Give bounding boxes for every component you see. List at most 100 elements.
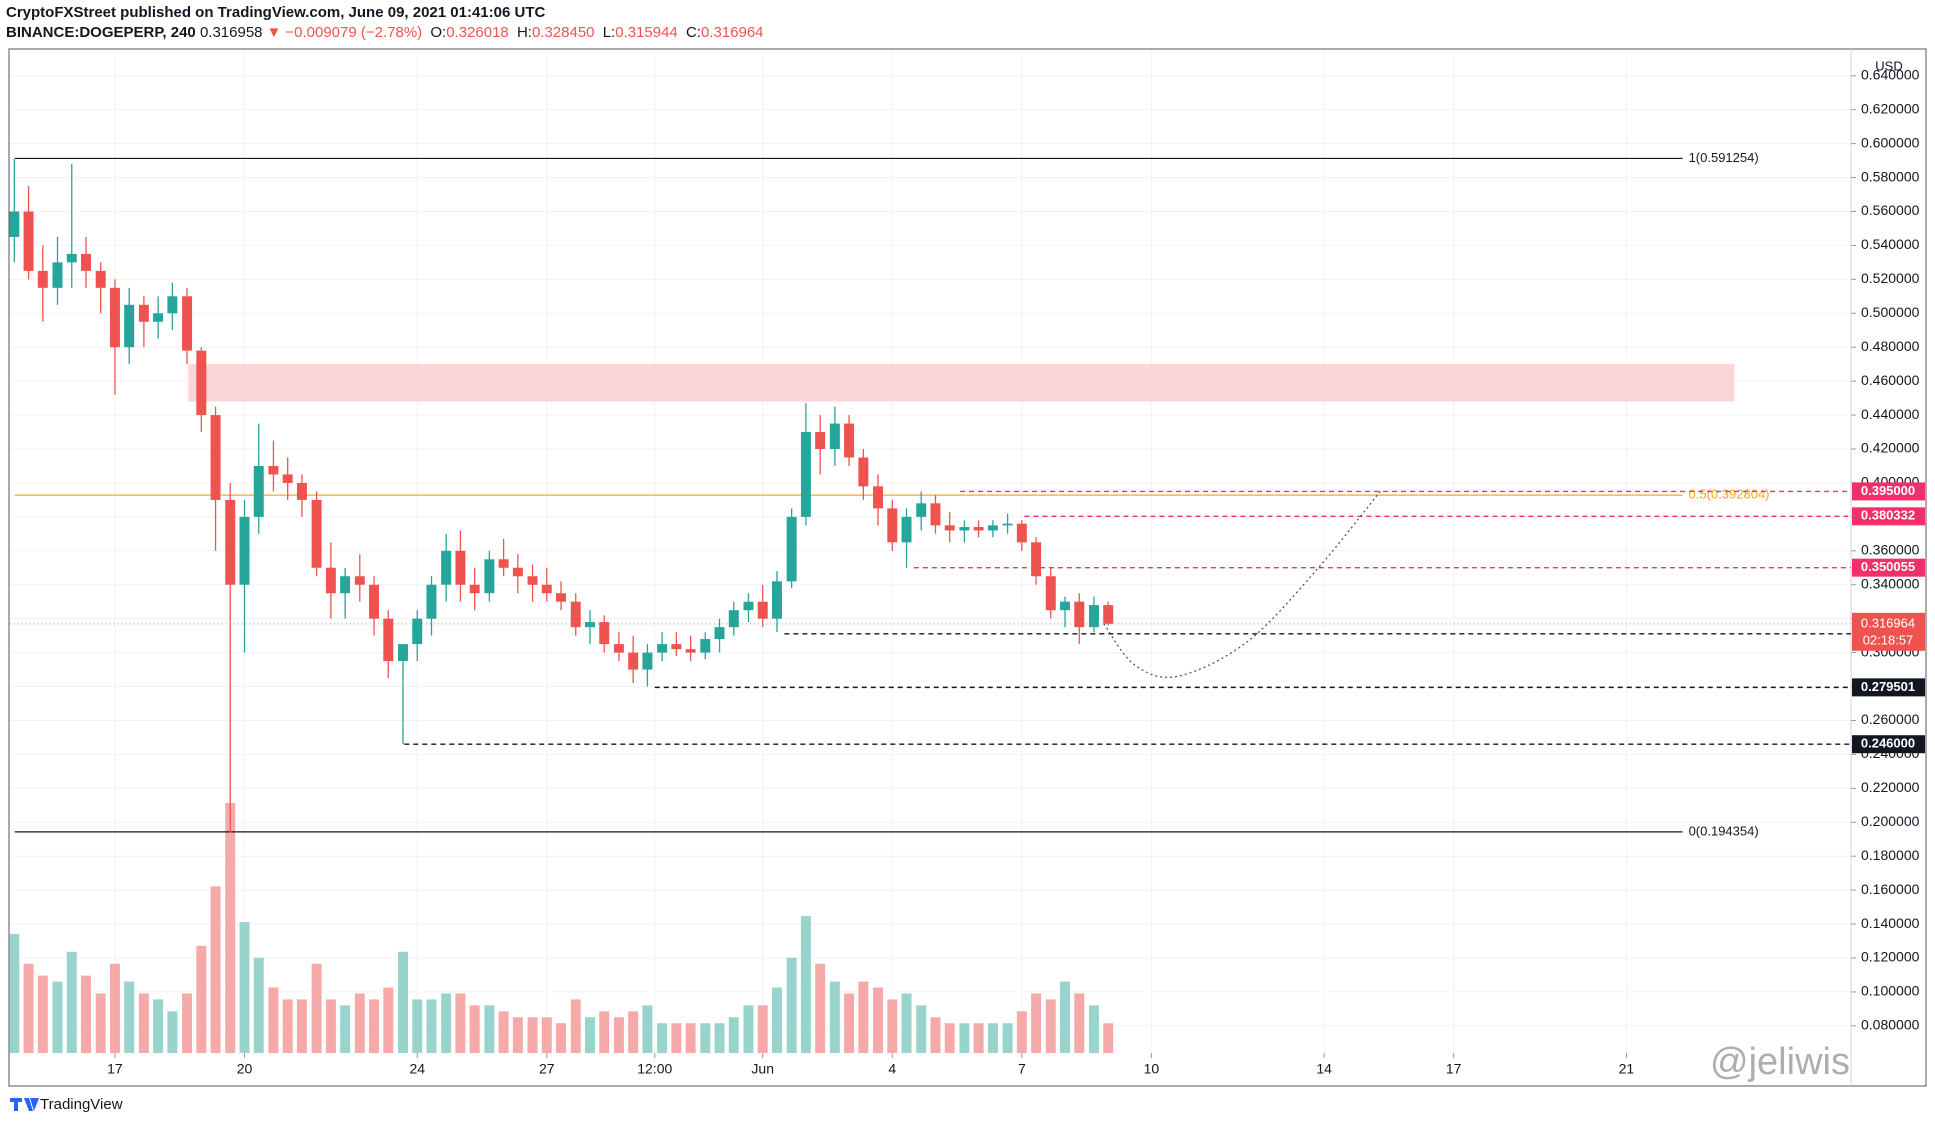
volume-bar — [987, 1023, 998, 1053]
candle-body — [987, 525, 998, 531]
candle-body — [124, 304, 135, 348]
y-tick-label: 0.520000 — [1861, 270, 1920, 286]
volume-bar — [196, 945, 207, 1053]
level-tag — [1852, 558, 1925, 577]
volume-bar — [757, 1005, 768, 1053]
y-tick-label: 0.580000 — [1861, 168, 1920, 184]
candle-body — [1002, 523, 1013, 526]
candle-body — [37, 270, 48, 288]
candle-body — [81, 253, 91, 271]
volume-bar — [613, 1017, 624, 1053]
y-tick-label: 0.640000 — [1861, 66, 1920, 82]
candle-body — [700, 639, 711, 653]
y-tick-label: 0.500000 — [1861, 304, 1920, 320]
x-tick-label: 17 — [1446, 1061, 1462, 1077]
brand: TradingView — [40, 1096, 123, 1113]
candle-body — [800, 432, 811, 517]
volume-bar — [210, 886, 221, 1053]
volume-bar — [728, 1017, 739, 1053]
candle-body — [858, 457, 869, 487]
volume-bar — [1103, 1023, 1114, 1053]
volume-bar — [311, 963, 322, 1053]
volume-bar — [944, 1023, 955, 1053]
candle-body — [714, 627, 725, 640]
volume-bar — [959, 1023, 970, 1053]
candle-body — [887, 508, 898, 543]
candle-body — [930, 503, 941, 526]
volume-bar — [657, 1023, 668, 1053]
candle-body — [973, 527, 984, 531]
x-tick-label: Jun — [751, 1061, 774, 1077]
candle-body — [728, 610, 739, 628]
volume-bar — [815, 963, 826, 1053]
candle-body — [66, 253, 77, 263]
candle-body — [325, 567, 336, 594]
volume-bar — [484, 1005, 495, 1053]
level-tag-label: 0.279501 — [1861, 679, 1915, 694]
volume-bar — [930, 1017, 941, 1053]
volume-bar — [340, 1005, 351, 1053]
candle-body — [426, 584, 437, 619]
volume-bar — [901, 993, 912, 1053]
candle-body — [441, 550, 452, 585]
volume-bar — [829, 981, 840, 1053]
candle-body — [282, 474, 293, 483]
candle-body — [354, 576, 365, 585]
volume-bar — [599, 1011, 610, 1053]
level-tag — [1852, 735, 1925, 754]
volume-bar — [325, 999, 336, 1053]
volume-bar — [1002, 1023, 1013, 1053]
tv-logo: TradingView — [10, 1096, 123, 1113]
y-tick-label: 0.480000 — [1861, 338, 1920, 354]
candle-body — [469, 584, 480, 594]
level-tag-label: 0.350055 — [1861, 559, 1915, 574]
x-tick-label: 12:00 — [637, 1061, 672, 1077]
candle-body — [916, 503, 927, 517]
volume-bar — [584, 1017, 595, 1053]
volume-bar — [239, 922, 250, 1053]
ohlc-value: 0.315944 — [615, 24, 678, 41]
candle-body — [1031, 542, 1042, 577]
volume-bar — [225, 803, 236, 1053]
candle-body — [1060, 601, 1071, 611]
candle-body — [455, 550, 466, 585]
x-tick-label: 20 — [237, 1061, 253, 1077]
y-tick-label: 0.460000 — [1861, 372, 1920, 388]
y-tick-label: 0.180000 — [1861, 847, 1920, 863]
candle-body — [109, 287, 120, 348]
y-tick-label: 0.440000 — [1861, 406, 1920, 422]
x-tick-label: 17 — [107, 1061, 123, 1077]
volume-bar — [771, 987, 782, 1053]
volume-bar — [786, 957, 797, 1053]
candle-body — [383, 618, 394, 662]
volume-bar — [1031, 993, 1042, 1053]
chart-frame — [8, 48, 1927, 1087]
candle-body — [153, 313, 164, 322]
volume-bar — [498, 1011, 509, 1053]
fib-label: 1(0.591254) — [1689, 150, 1759, 165]
volume-bar — [800, 916, 811, 1053]
volume-bar — [282, 999, 293, 1053]
arrow: ▼ — [266, 24, 282, 41]
candle-body — [873, 486, 884, 509]
candle-body — [182, 296, 193, 351]
candle-body — [412, 618, 423, 645]
candle-body — [757, 601, 768, 619]
ohlc-label: H: — [516, 24, 532, 41]
candle-body — [1074, 601, 1085, 628]
volume-bar — [628, 1011, 639, 1053]
level-tag-label: 0.395000 — [1861, 483, 1915, 498]
volume-bar — [66, 951, 77, 1053]
last-price-label: 0.316964 — [1861, 615, 1915, 630]
candle-body — [815, 432, 826, 450]
fib-label: 0(0.194354) — [1689, 823, 1759, 838]
candle-body — [196, 350, 207, 416]
y-tick-label: 0.080000 — [1861, 1017, 1920, 1033]
volume-bar — [714, 1023, 725, 1053]
publisher: CryptoFXStreet published on TradingView.… — [6, 4, 546, 21]
volume-bar — [844, 993, 855, 1053]
volume-bar — [81, 975, 91, 1053]
volume-bar — [455, 993, 466, 1053]
change: −0.009079 (−2.78%) — [285, 24, 423, 41]
volume-bar — [671, 1023, 682, 1053]
